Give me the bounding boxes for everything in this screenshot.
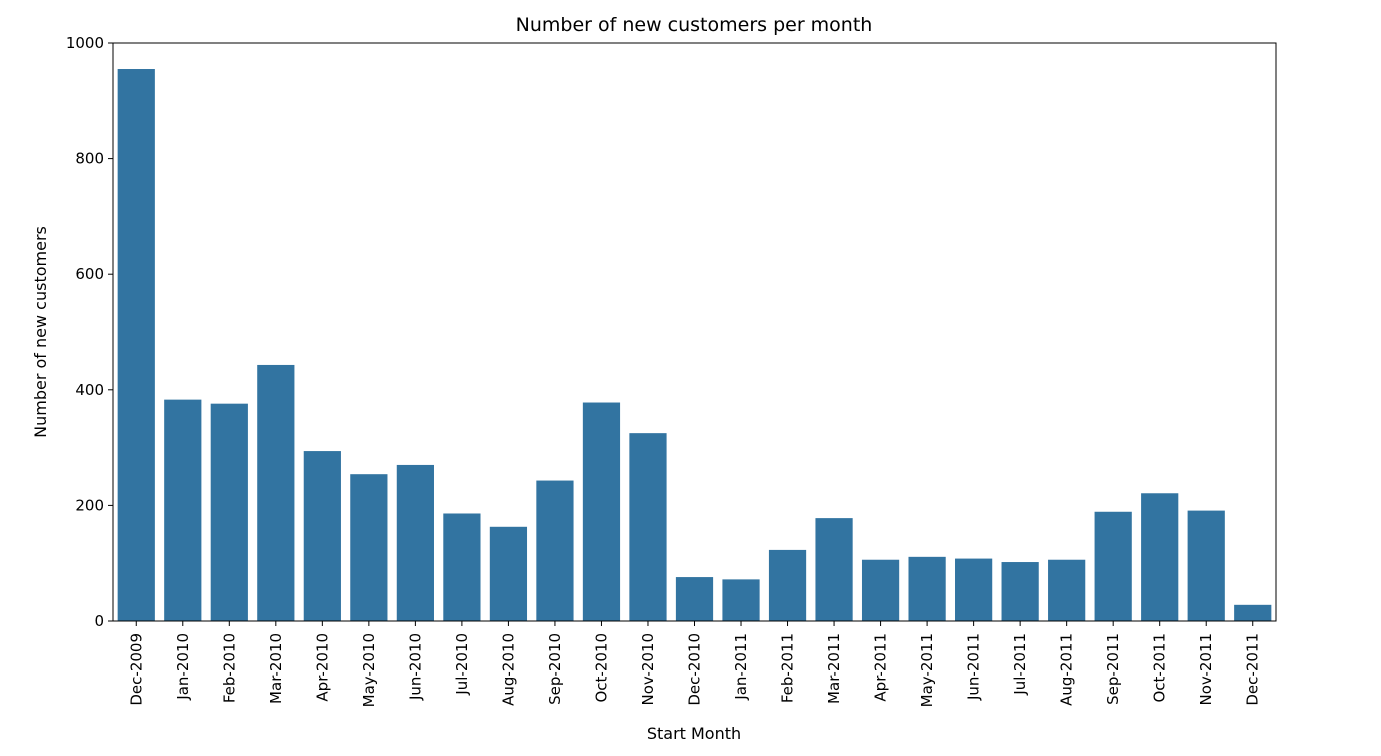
y-tick-label: 400 [75,381,104,399]
x-tick-label: Oct-2010 [592,633,610,703]
bar-mar-2010 [257,364,295,621]
x-tick-label: Feb-2010 [220,633,238,703]
bar-aug-2010 [489,526,528,621]
x-axis: Dec-2009 Jan-2010 Feb-2010 Mar-2010 Apr-2010… [127,621,1262,707]
bar-aug-2011 [1048,559,1086,621]
x-tick-label: May-2011 [918,633,936,707]
bar-dec-2011 [1234,604,1272,621]
y-tick-label: 0 [94,612,104,630]
x-tick-label: Dec-2009 [127,633,145,706]
bar-feb-2011 [768,549,807,621]
bar-nov-2011 [1187,510,1225,621]
bar-oct-2010 [582,402,621,621]
x-tick-label: Jun-2010 [406,633,424,701]
bars-group [117,69,1272,621]
x-tick-label: Jul-2010 [453,633,471,696]
x-tick-label: Sep-2011 [1104,633,1122,705]
bar-jul-2011 [1001,562,1039,621]
x-tick-label: Apr-2011 [872,633,890,702]
x-tick-label: May-2010 [360,633,378,707]
chart-title: Number of new customers per month [516,14,873,36]
x-tick-label: Nov-2011 [1197,633,1215,705]
x-tick-label: Dec-2011 [1244,633,1262,706]
y-tick-label: 1000 [66,34,104,52]
bar-jan-2011 [722,579,760,621]
bar-feb-2010 [210,403,248,621]
x-tick-label: Dec-2010 [686,633,704,706]
x-tick-label: Jan-2010 [174,633,192,701]
x-tick-label: Apr-2010 [313,633,331,702]
x-tick-label: Mar-2011 [825,633,843,704]
x-tick-label: Oct-2011 [1151,633,1169,703]
y-tick-label: 800 [75,150,104,168]
bar-jan-2010 [164,399,202,621]
bar-dec-2010 [675,577,714,621]
x-tick-label: Aug-2010 [499,633,517,706]
x-tick-label: Jan-2011 [732,633,750,701]
bar-may-2011 [908,556,946,621]
x-tick-label: Jul-2011 [1011,633,1029,696]
y-axis-label: Number of new customers [31,226,50,438]
x-tick-label: Mar-2010 [267,633,285,704]
bar-apr-2010 [303,451,341,621]
x-axis-label: Start Month [647,724,741,743]
x-tick-label: Sep-2010 [546,633,564,705]
bar-mar-2011 [815,518,853,621]
y-tick-label: 200 [75,496,104,514]
bar-nov-2010 [629,433,667,621]
x-tick-label: Jun-2011 [965,633,983,701]
y-axis: 0 200 400 600 800 1000 [66,34,113,630]
y-tick-label: 600 [75,265,104,283]
bar-jul-2010 [443,513,481,621]
bar-jun-2010 [396,464,434,621]
x-tick-label: Feb-2011 [779,633,797,703]
bar-sep-2011 [1094,511,1132,621]
x-tick-label: Aug-2011 [1058,633,1076,706]
bar-dec-2009 [117,69,155,621]
bar-may-2010 [350,474,388,621]
bar-oct-2011 [1141,493,1179,621]
bar-apr-2011 [861,559,900,621]
bar-sep-2010 [536,480,574,621]
bar-jun-2011 [955,558,993,621]
x-tick-label: Nov-2010 [639,633,657,705]
